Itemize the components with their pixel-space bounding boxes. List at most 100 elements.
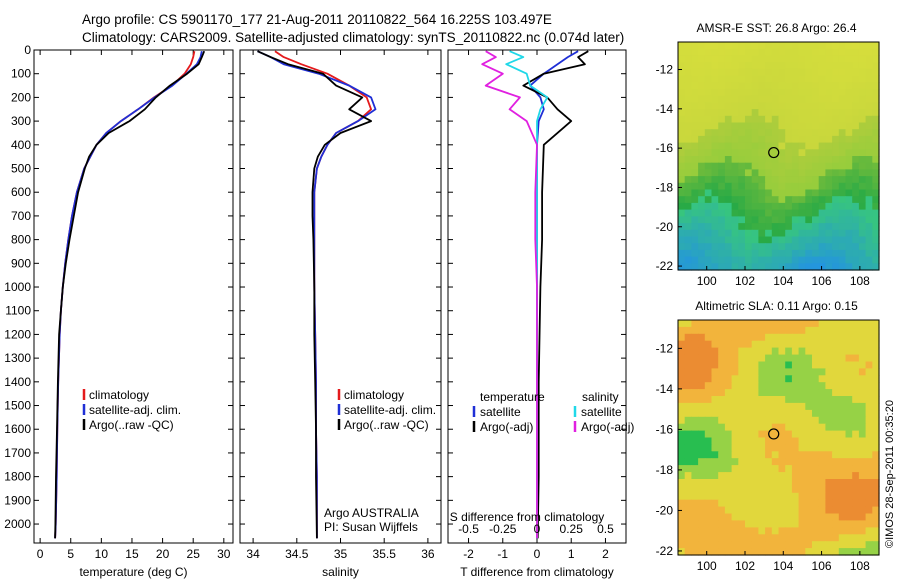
sla_map-cell [724,444,733,452]
sst_map-cell [745,55,753,63]
sst_map-cell [751,42,759,50]
sla_map-cell [691,534,699,542]
sst_map-cell [838,209,847,217]
sst_map-cell [838,82,847,90]
sst_map-cell [865,176,873,184]
sst_map-cell [691,109,699,117]
sla_map-cell [724,396,733,404]
sst_map-cell [731,55,739,63]
sst_map-cell [852,95,860,103]
sst_map-cell [711,95,719,103]
sst_map-cell [832,82,840,90]
sst_map-cell [718,68,726,77]
temperature-xtick-label: 25 [187,547,201,561]
sla_map-cell [798,444,806,452]
sla_map-cell [812,444,820,452]
sla_map-cell [798,548,806,556]
sla_map-cell [805,382,813,390]
sla_map-cell [731,465,739,473]
sla_map-cell [698,499,706,508]
sla_map-cell [684,382,692,390]
sst_map-cell [684,182,692,191]
sst_map-cell [711,223,719,231]
sla_map-cell [791,465,800,473]
sst_map-cell [791,189,800,197]
sst_map-cell [765,122,773,130]
sst_map-cell [718,75,726,83]
sst_map-cell [872,156,880,164]
sla_map-cell [838,340,847,349]
sla_map-cell [704,416,713,425]
sst_map-cell [771,263,780,271]
sst_map-cell [731,115,739,124]
sla_map-cell [771,340,780,349]
sst_map-cell [724,149,733,157]
sst_map-cell [771,88,780,97]
sst_map-cell [838,229,847,238]
sla_map-cell [698,340,706,349]
sst_map-cell [805,88,813,97]
sst_map-cell [684,256,692,264]
sst_map-cell [845,202,853,211]
sst_map-cell [731,109,739,117]
sla_map-cell [691,326,699,335]
sst_map-cell [745,149,753,157]
sla_map-cell [791,527,800,535]
sst_map-cell [758,229,766,238]
sla_map-cell [731,458,739,466]
sst_map-cell [745,236,753,244]
sst_map-cell [745,48,753,56]
sla_map-cell [731,340,739,349]
sst_map-cell [845,42,853,50]
sst_map-cell [698,169,706,177]
sst_map-cell [678,189,686,197]
sla_map-ytick-label: -12 [656,341,674,355]
sst_map-cell [825,142,833,150]
sla_map-cell [872,409,880,418]
sst_map-cell [724,162,733,170]
sla_map-cell [684,361,692,369]
sst_map-cell [691,95,699,103]
sla_map-cell [812,368,820,376]
sst_map-cell [798,236,806,244]
temperature-ytick-label: 1700 [4,446,31,460]
sst_map-cell [745,142,753,150]
sst_map-cell [872,169,880,177]
sst_map-cell [684,216,692,224]
legend-group-title: temperature [480,390,545,404]
sst_map-cell [818,95,826,103]
sla_map-cell [765,548,773,556]
sst_map-cell [698,68,706,77]
sst_map-cell [791,62,800,70]
sst_map-cell [771,82,780,90]
sla_map-cell [718,320,726,328]
sst_map-cell [812,162,820,170]
sla_map-cell [724,527,733,535]
sst_map-cell [704,263,713,271]
sst_map-cell [765,62,773,70]
sst_map-cell [745,156,753,164]
sla_map-cell [812,320,820,328]
sla_map-cell [778,326,786,335]
sla_map-cell [711,423,719,432]
sst_map-cell [805,249,813,258]
sst_map-cell [858,115,867,124]
sst_map-cell [785,109,793,117]
sst_map-cell [832,55,840,63]
sst_map-cell [718,135,726,144]
sla_map-cell [798,396,806,404]
sla_map-cell [785,437,793,445]
sla_map-cell [731,409,739,418]
sst_map-cell [704,162,713,170]
sla_map-cell [745,368,753,376]
sla_map-cell [738,361,746,369]
sst_map-cell [825,229,833,238]
sla_map-cell [838,333,847,342]
sst_map-cell [731,162,739,170]
sst_map-cell [684,68,692,77]
sst_map-cell [872,236,880,244]
sla_map-cell [711,472,719,480]
temperature-ytick-label: 1600 [4,422,31,436]
sla_map-cell [771,423,780,432]
sla_map-cell [751,340,759,349]
